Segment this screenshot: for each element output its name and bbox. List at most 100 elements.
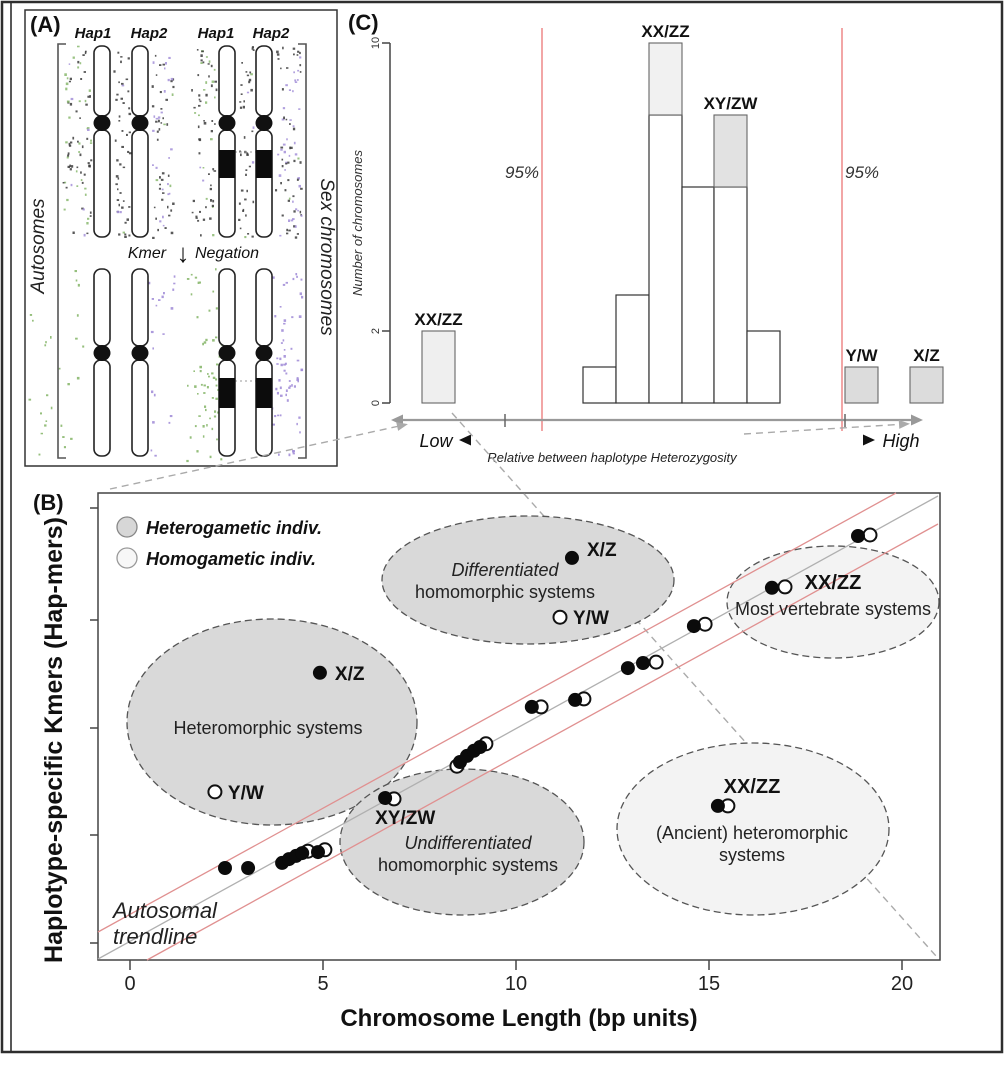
speckle-dot (173, 282, 176, 285)
speckle-dot (276, 50, 279, 54)
speckle-dot (285, 372, 288, 375)
speckle-dot (151, 105, 155, 108)
speckle-dot (297, 380, 299, 383)
speckle-dot (63, 208, 66, 211)
speckle-dot (244, 236, 247, 239)
speckle-dot (199, 210, 201, 213)
speckle-dot (60, 424, 63, 427)
speckle-dot (211, 80, 215, 83)
speckle-dot (251, 235, 254, 238)
centromere (255, 345, 273, 361)
speckle-dot (277, 58, 280, 60)
speckle-dot (167, 183, 169, 186)
scatter-point-labels: X/Z Y/W X/Z Y/W XY/ZW Heteromorphic systems Di… (173, 540, 931, 875)
speckle-dot (247, 233, 250, 235)
speckle-dot (50, 406, 53, 410)
speckle-dot (159, 176, 161, 179)
speckle-dot (186, 278, 190, 280)
speckle-dot (198, 152, 201, 155)
scatter-point-filled (564, 550, 579, 565)
speckle-dot (128, 234, 131, 237)
speckle-dot (162, 224, 165, 227)
speckle-dot (153, 115, 156, 118)
speckle-dot (288, 229, 291, 232)
speckle-dot (194, 276, 198, 279)
speckle-dot (205, 197, 208, 200)
speckle-dot (90, 159, 93, 162)
chromosome-arm (131, 129, 149, 238)
speckle-dot (189, 436, 192, 439)
speckle-dot (300, 187, 303, 190)
speckle-dot (249, 71, 252, 74)
speckle-dot (252, 49, 255, 51)
region-label-line: Heteromorphic systems (173, 718, 362, 738)
centromere (93, 115, 111, 131)
speckle-dot (118, 233, 121, 236)
speckle-dot (114, 139, 117, 142)
speckle-dot (212, 339, 215, 342)
speckle-dot (292, 90, 294, 93)
speckle-dot (285, 161, 288, 164)
histogram-bar-label: XX/ZZ (414, 310, 462, 329)
axis-arrowhead-right (911, 414, 923, 426)
speckle-dot (246, 153, 249, 156)
speckle-dot (195, 217, 198, 219)
speckle-dot (250, 88, 253, 92)
speckle-dot (72, 56, 75, 59)
centromere (93, 345, 111, 361)
speckle-dot (292, 218, 295, 220)
speckle-dot (208, 60, 211, 63)
speckle-dot (162, 333, 165, 335)
speckle-dot (166, 123, 169, 126)
speckle-dot (80, 171, 82, 174)
speckle-dot (198, 138, 202, 142)
speckle-dot (163, 123, 166, 126)
speckle-dot (191, 89, 193, 92)
speckle-dot (121, 130, 124, 132)
speckle-dot (288, 154, 291, 157)
scatter-point-filled (378, 791, 393, 805)
speckle-dot (293, 71, 295, 74)
scatter-point-open (552, 609, 568, 625)
speckle-dot (299, 210, 302, 214)
speckle-dot (28, 398, 32, 401)
speckle-dot (282, 283, 286, 286)
speckle-dot (32, 319, 34, 322)
speckle-dot (158, 128, 161, 131)
autosome-bracket (57, 43, 66, 459)
region-label-line: homomorphic systems (378, 855, 558, 875)
speckle-dot (283, 349, 286, 351)
speckle-dot (245, 71, 248, 73)
speckle-dot (199, 370, 202, 373)
scatter-point-filled (686, 619, 701, 634)
region-label-line: homomorphic systems (415, 582, 595, 602)
speckle-dot (275, 387, 278, 391)
speckle-dot (119, 211, 122, 214)
speckle-dot (276, 53, 280, 56)
speckle-dot (215, 378, 218, 381)
speckle-dot (186, 459, 189, 463)
speckle-dot (77, 283, 80, 287)
speckle-dot (76, 185, 79, 187)
speckle-dot (293, 53, 295, 56)
speckle-dot (293, 225, 296, 228)
speckle-dot (194, 385, 197, 388)
axis-arrowhead-left (391, 414, 403, 426)
speckle-dot (159, 64, 162, 66)
speckle-dot (200, 383, 203, 386)
speckle-dot (296, 178, 299, 181)
speckle-dot (246, 189, 248, 193)
speckle-dot (203, 384, 206, 387)
chromosome-arm (131, 268, 149, 347)
speckle-dot (83, 233, 86, 237)
chromosome-arm (218, 45, 236, 117)
speckle-dot (296, 378, 299, 381)
speckle-dot (297, 50, 300, 53)
speckle-dot (113, 70, 116, 73)
speckle-dot (63, 446, 66, 449)
speckle-dot (245, 169, 248, 171)
speckle-dot (250, 73, 253, 76)
speckle-dot (62, 182, 65, 184)
speckle-dot (72, 136, 75, 140)
speckle-dot (155, 304, 158, 307)
